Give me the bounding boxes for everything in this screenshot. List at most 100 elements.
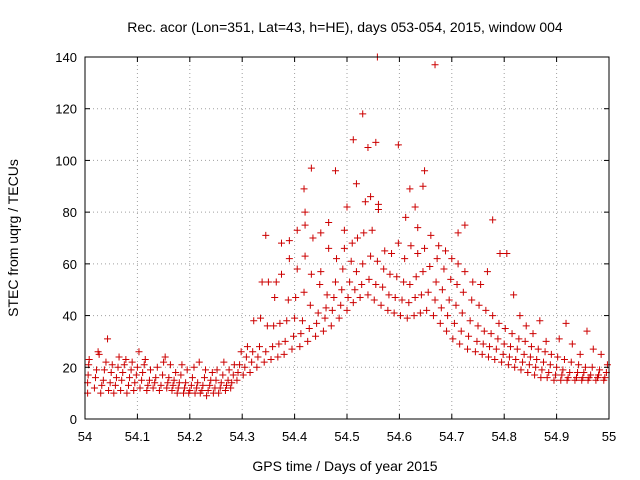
- x-tick-label: 54.2: [177, 429, 202, 444]
- data-point: [443, 327, 451, 335]
- data-point: [503, 250, 511, 258]
- data-point: [517, 366, 525, 374]
- data-point: [307, 164, 315, 172]
- data-point: [379, 283, 387, 291]
- data-point: [358, 281, 366, 289]
- data-point: [328, 306, 336, 314]
- data-point: [270, 322, 278, 330]
- data-point: [469, 278, 477, 286]
- data-point: [525, 361, 533, 369]
- data-point: [340, 244, 348, 252]
- data-point: [322, 304, 330, 312]
- data-point: [157, 381, 165, 389]
- data-point: [433, 255, 441, 263]
- data-point: [499, 350, 507, 358]
- data-point: [448, 255, 456, 263]
- data-point: [215, 389, 223, 397]
- data-point: [193, 384, 201, 392]
- data-point: [186, 387, 194, 395]
- data-point: [545, 368, 553, 376]
- data-point: [492, 345, 500, 353]
- data-point: [516, 312, 524, 320]
- data-point: [403, 314, 411, 322]
- data-point: [337, 301, 345, 309]
- data-point: [553, 363, 561, 371]
- data-point: [461, 268, 469, 276]
- y-axis-label: STEC from uqrg / TECUs: [5, 159, 21, 317]
- data-point: [243, 343, 251, 351]
- data-point: [169, 381, 177, 389]
- data-point: [160, 358, 168, 366]
- data-point: [377, 301, 385, 309]
- data-point: [316, 281, 324, 289]
- data-point: [568, 340, 576, 348]
- data-point: [407, 242, 415, 250]
- data-point: [550, 376, 558, 384]
- data-point: [132, 371, 140, 379]
- data-point: [347, 257, 355, 265]
- data-point: [133, 363, 141, 371]
- data-point: [351, 286, 359, 294]
- data-point: [300, 185, 308, 193]
- data-point: [164, 379, 172, 387]
- data-point: [522, 322, 530, 330]
- data-point: [579, 374, 587, 382]
- data-point: [431, 61, 439, 69]
- data-point: [128, 358, 136, 366]
- data-point: [195, 358, 203, 366]
- data-point: [298, 317, 306, 325]
- data-point: [562, 319, 570, 327]
- data-point: [454, 260, 462, 268]
- data-point: [374, 200, 382, 208]
- data-point: [280, 350, 288, 358]
- data-point: [139, 368, 147, 376]
- data-point: [331, 167, 339, 175]
- data-point: [386, 270, 394, 278]
- data-point: [203, 392, 211, 400]
- data-point: [206, 381, 214, 389]
- data-point: [560, 356, 568, 364]
- data-point: [140, 361, 148, 369]
- data-point: [249, 348, 257, 356]
- data-point: [533, 356, 541, 364]
- data-point: [527, 343, 535, 351]
- data-point: [513, 345, 521, 353]
- data-point: [212, 376, 220, 384]
- data-point: [242, 353, 250, 361]
- data-point: [508, 330, 516, 338]
- data-point: [531, 371, 539, 379]
- data-point: [237, 348, 245, 356]
- x-tick-label: 54.9: [544, 429, 569, 444]
- data-point: [293, 265, 301, 273]
- data-point: [141, 356, 149, 364]
- chart-title: Rec. acor (Lon=351, Lat=43, h=HE), days …: [127, 19, 563, 35]
- data-point: [597, 350, 605, 358]
- data-point: [479, 340, 487, 348]
- data-point: [152, 374, 160, 382]
- y-tick-label: 60: [63, 257, 77, 272]
- data-point: [120, 361, 128, 369]
- data-point: [450, 319, 458, 327]
- data-point: [449, 335, 457, 343]
- y-tick-label: 140: [55, 50, 77, 65]
- data-point: [391, 293, 399, 301]
- data-point: [343, 203, 351, 211]
- data-point: [361, 198, 369, 206]
- data-point: [135, 348, 143, 356]
- data-point: [263, 322, 271, 330]
- data-point: [426, 262, 434, 270]
- data-point: [181, 384, 189, 392]
- data-point: [384, 306, 392, 314]
- data-point: [406, 281, 414, 289]
- data-point: [250, 317, 258, 325]
- data-point: [145, 376, 153, 384]
- data-point: [416, 309, 424, 317]
- data-point: [440, 265, 448, 273]
- data-point: [319, 327, 327, 335]
- data-point: [199, 381, 207, 389]
- data-point: [367, 252, 375, 260]
- data-point: [293, 226, 301, 234]
- data-point: [220, 358, 228, 366]
- data-point: [143, 387, 151, 395]
- data-point: [381, 247, 389, 255]
